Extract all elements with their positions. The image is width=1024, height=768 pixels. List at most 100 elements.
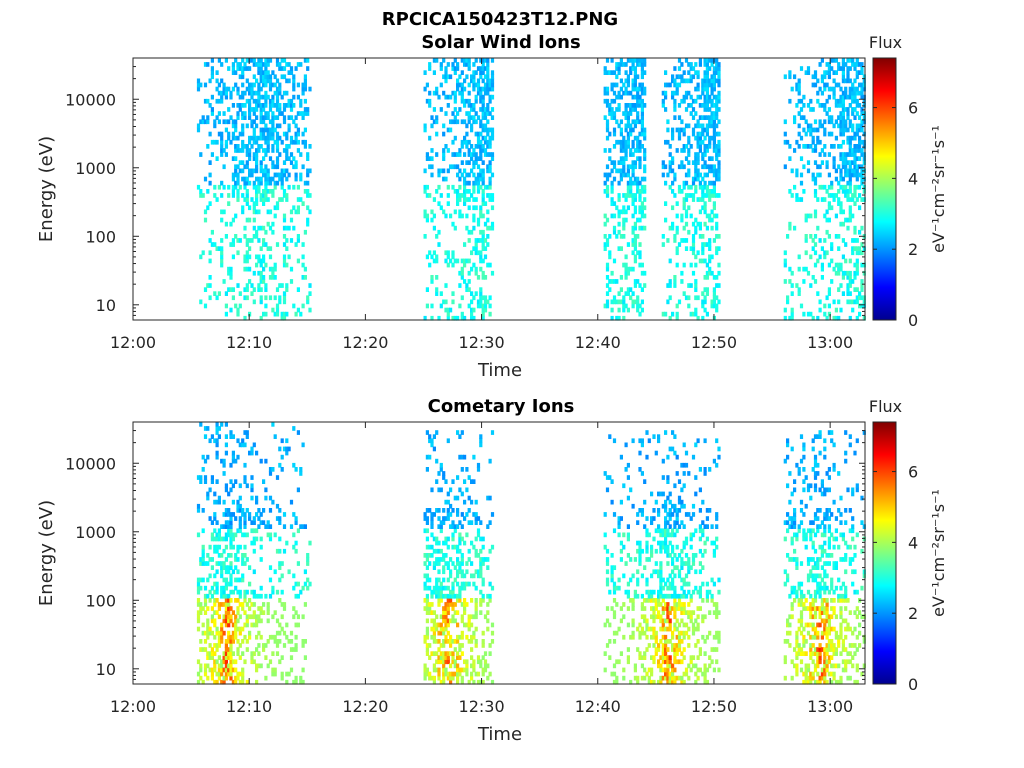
flux-cell <box>252 299 256 305</box>
flux-cell <box>266 74 270 80</box>
flux-cell <box>626 131 630 137</box>
flux-cell <box>631 266 635 272</box>
flux-cell <box>603 115 607 120</box>
flux-cell <box>252 442 256 448</box>
flux-cell <box>449 164 453 170</box>
flux-cell <box>278 561 282 566</box>
flux-cell <box>430 610 434 615</box>
flux-cell <box>851 238 855 243</box>
flux-cell <box>243 544 247 550</box>
flux-cell <box>832 78 836 84</box>
flux-cell <box>858 229 862 235</box>
flux-cell <box>243 111 247 116</box>
flux-cell <box>675 471 679 476</box>
flux-cell <box>259 164 263 170</box>
colorbar-tick-label: 0 <box>908 311 918 330</box>
flux-cell <box>710 217 714 223</box>
flux-cell <box>444 144 448 149</box>
flux-cell <box>682 225 686 231</box>
flux-cell <box>629 266 633 272</box>
flux-cell <box>439 548 443 554</box>
flux-cell <box>675 618 679 624</box>
flux-cell <box>259 458 263 464</box>
flux-cell <box>636 74 640 80</box>
flux-cell <box>231 458 235 464</box>
flux-cell <box>210 475 214 480</box>
flux-cell <box>629 164 633 170</box>
flux-cell <box>827 119 831 125</box>
flux-cell <box>465 671 469 677</box>
flux-cell <box>437 508 441 513</box>
flux-cell <box>224 311 228 317</box>
flux-cell <box>654 651 658 656</box>
flux-cell <box>813 127 818 133</box>
flux-cell <box>241 90 245 96</box>
flux-cell <box>820 90 824 96</box>
flux-cell <box>703 193 707 198</box>
flux-cell <box>848 180 852 186</box>
flux-cell <box>271 422 275 427</box>
flux-cell <box>243 589 247 595</box>
flux-cell <box>460 573 464 579</box>
flux-cell <box>460 82 464 88</box>
flux-cell <box>640 201 644 206</box>
flux-cell <box>636 569 640 575</box>
flux-cell <box>217 291 221 296</box>
flux-cell <box>701 131 705 137</box>
flux-cell <box>463 189 467 194</box>
colorbar-tick-label: 6 <box>908 99 918 118</box>
flux-cell <box>684 94 689 100</box>
flux-cell <box>262 279 266 284</box>
flux-cell <box>673 275 677 280</box>
flux-cell <box>474 639 478 644</box>
flux-cell <box>684 450 689 456</box>
flux-cell <box>701 184 705 190</box>
flux-cell <box>673 483 677 489</box>
flux-cell <box>289 135 294 141</box>
flux-cell <box>633 160 637 165</box>
flux-cell <box>460 618 464 624</box>
flux-cell <box>839 283 843 288</box>
flux-cell <box>442 90 446 96</box>
flux-cell <box>463 454 467 460</box>
flux-cell <box>818 238 822 243</box>
flux-cell <box>823 82 827 88</box>
flux-cell <box>610 577 614 583</box>
flux-cell <box>296 82 300 88</box>
flux-cell <box>631 172 635 178</box>
flux-cell <box>603 90 607 96</box>
flux-cell <box>712 299 716 305</box>
flux-cell <box>301 303 305 309</box>
flux-cell <box>687 283 691 288</box>
flux-cell <box>280 168 284 174</box>
flux-cell <box>289 655 294 660</box>
flux-cell <box>671 606 675 611</box>
flux-cell <box>460 172 464 178</box>
flux-cell <box>698 123 702 129</box>
flux-cell <box>636 62 640 67</box>
flux-cell <box>848 205 852 211</box>
flux-cell <box>266 135 270 141</box>
flux-cell <box>262 258 266 264</box>
flux-cell <box>196 123 201 129</box>
flux-cell <box>301 115 305 120</box>
flux-cell <box>428 544 432 550</box>
flux-cell <box>666 454 670 460</box>
flux-cell <box>631 225 635 231</box>
flux-cell <box>687 471 691 476</box>
flux-cell <box>612 528 617 534</box>
flux-cell <box>687 569 691 575</box>
flux-cell <box>465 602 469 607</box>
flux-cell <box>241 58 245 63</box>
flux-cell <box>682 144 686 149</box>
flux-cell <box>213 536 217 542</box>
flux-cell <box>666 602 670 607</box>
flux-cell <box>712 135 716 141</box>
flux-cell <box>453 94 457 100</box>
flux-cell <box>610 197 614 202</box>
flux-cell <box>224 536 228 542</box>
flux-cell <box>206 426 210 431</box>
flux-cell <box>476 66 481 71</box>
flux-cell <box>241 193 245 198</box>
flux-cell <box>241 561 245 566</box>
